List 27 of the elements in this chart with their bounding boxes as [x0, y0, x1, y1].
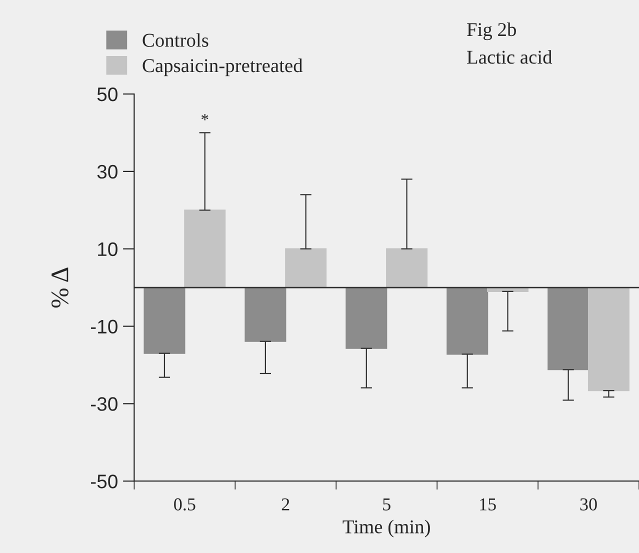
bar [244, 287, 286, 342]
y-tick-label: -30 [90, 397, 118, 411]
x-tick-label: 2 [282, 498, 290, 510]
x-axis-title: Time (min) [342, 520, 430, 538]
y-tick-label: -50 [90, 474, 118, 488]
legend-label: Capsaicin-pretreated [142, 58, 303, 76]
bar [346, 287, 388, 349]
y-tick-label: 10 [98, 242, 118, 256]
y-tick-label: -10 [90, 320, 118, 334]
bar [446, 287, 488, 355]
annotation: * [202, 114, 208, 120]
x-tick-label: 5 [383, 498, 390, 510]
legend-label: Controls [142, 33, 208, 47]
bar [144, 287, 186, 354]
x-tick-label: 15 [480, 498, 496, 510]
chart-subtitle: Lactic acid [467, 50, 552, 64]
bar [548, 287, 590, 370]
bar [285, 248, 327, 288]
y-tick-label: 50 [97, 87, 118, 102]
x-tick-label: 30 [580, 498, 597, 510]
y-axis-title: % Δ [52, 268, 68, 308]
bar [386, 248, 428, 288]
bar [588, 287, 630, 392]
bar [184, 210, 226, 288]
chart-title: Fig 2b [467, 22, 516, 40]
x-tick-label: 0.5 [174, 498, 196, 511]
y-tick-label: 30 [97, 164, 118, 179]
